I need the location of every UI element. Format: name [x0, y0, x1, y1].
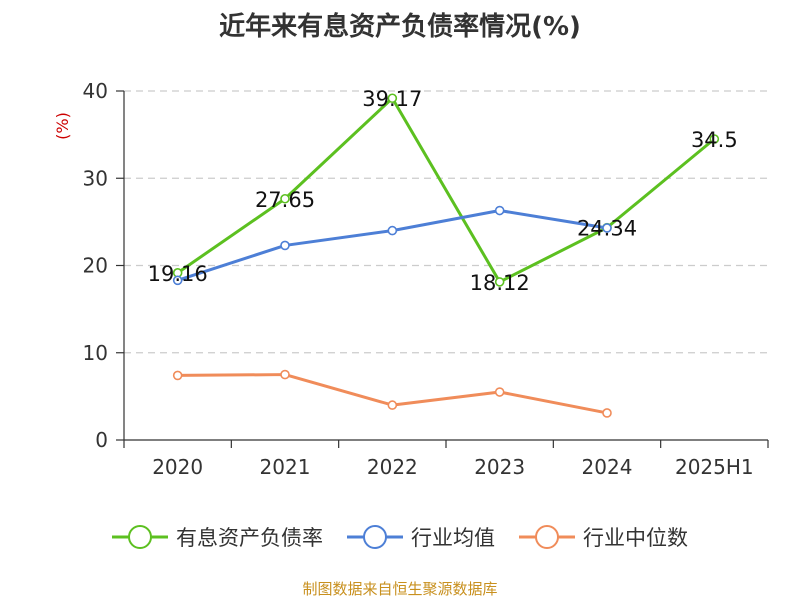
x-tick-label: 2021: [260, 455, 311, 479]
data-point-3: [387, 400, 398, 410]
legend: 有息资产负债率 行业均值 行业中位数: [112, 525, 688, 550]
series: [172, 93, 720, 418]
y-tick-label: 40: [83, 79, 108, 103]
data-point-3: [280, 369, 290, 380]
x-tick-label: 2025H1: [675, 455, 754, 479]
data-label: 39.17: [362, 87, 422, 111]
legend-label-1: 有息资产负债率: [176, 526, 323, 550]
y-tick-label: 30: [83, 166, 108, 190]
legend-marker-3: [535, 525, 559, 549]
y-axis-label: (%): [53, 112, 72, 140]
series-line-1: [176, 96, 716, 284]
legend-marker-2: [363, 525, 387, 549]
chart-title: 近年来有息资产负债率情况(%): [219, 12, 581, 42]
x-tick-label: 2023: [474, 455, 525, 479]
data-point-2: [387, 225, 398, 236]
x-tick-label: 2020: [152, 455, 203, 479]
data-point-2: [172, 275, 183, 286]
y-tick-label: 20: [83, 254, 108, 278]
axes: 0 10 20 30 40 2020 2021 2022 2023 2024 2025H1: [83, 79, 769, 479]
data-point-3: [172, 370, 183, 381]
y-tick-label: 10: [83, 341, 108, 365]
legend-label-2: 行业均值: [411, 526, 495, 550]
data-point-2: [494, 205, 505, 216]
x-tick-label: 2024: [582, 455, 633, 479]
legend-marker-1: [128, 525, 152, 549]
data-label: 19.16: [148, 262, 208, 286]
data-point-1: [494, 277, 505, 287]
data-point-3: [494, 387, 505, 397]
data-point-3: [602, 408, 612, 418]
legend-label-3: 行业中位数: [583, 526, 688, 550]
data-label: 24.34: [577, 217, 637, 241]
y-tick-label: 0: [95, 428, 108, 452]
data-point-2: [280, 240, 290, 251]
data-point-1: [387, 93, 398, 104]
data-label: 34.5: [691, 128, 738, 152]
data-labels: 19.16 27.65 39.17 18.12 24.34 34.5: [148, 87, 738, 295]
data-point-2: [602, 223, 612, 233]
data-point-1: [709, 134, 720, 144]
data-label: 27.65: [255, 188, 315, 212]
data-label: 18.12: [470, 271, 530, 295]
data-point-1: [280, 193, 290, 204]
series-line-2: [177, 209, 608, 282]
source-note: 制图数据来自恒生聚源数据库: [302, 580, 498, 598]
x-tick-label: 2022: [367, 455, 418, 479]
